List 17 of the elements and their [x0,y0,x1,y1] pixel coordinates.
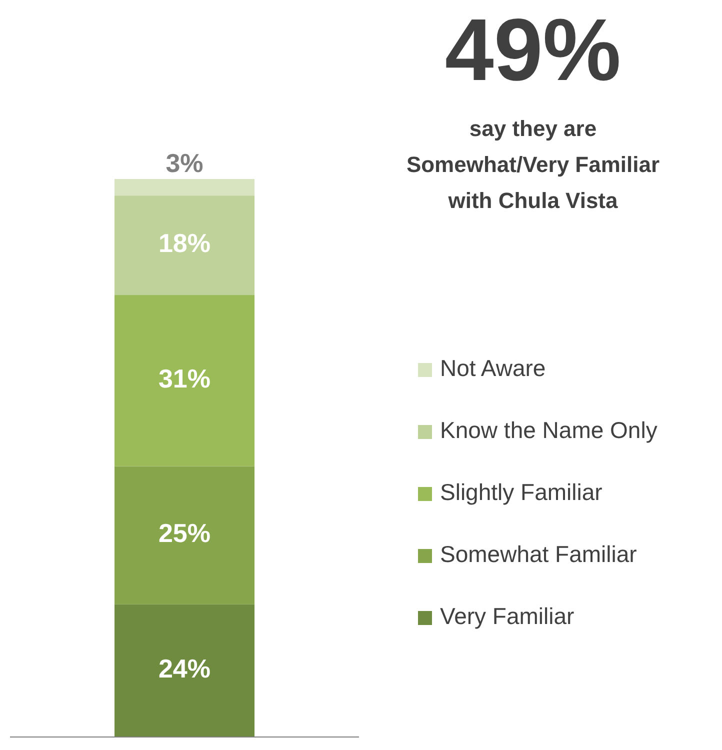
data-label: 24% [158,654,211,684]
bar [114,466,254,604]
data-label: 25% [158,518,211,548]
legend-label: Not Aware [440,355,546,382]
text: say they are Somewhat/Very Familiar with Chula Vista [406,116,660,213]
bar [114,179,254,196]
data-label: 18% [158,228,211,258]
data-label: 3% [166,148,204,178]
legend-label: Very Familiar [440,603,575,630]
legend-label: Slightly Familiar [440,479,603,506]
bar [114,295,254,466]
text: 49% [444,0,622,99]
bar [114,604,254,737]
bar [114,196,254,296]
data-label: 31% [158,364,211,394]
legend-label: Know the Name Only [440,417,658,444]
legend-label: Somewhat Familiar [440,541,638,568]
